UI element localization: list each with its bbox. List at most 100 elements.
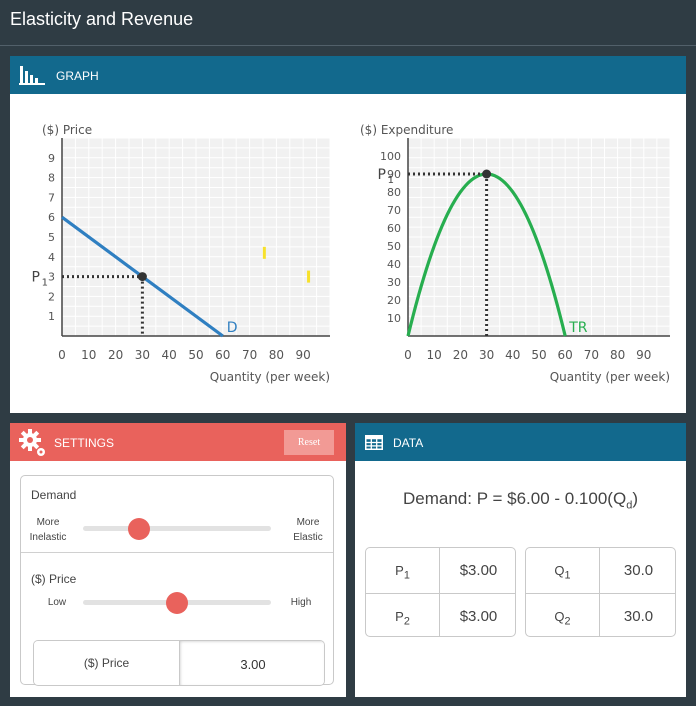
app-header: Elasticity and Revenue: [0, 0, 696, 46]
x-tick-label: 50: [188, 348, 203, 362]
series-label-d: D: [227, 320, 238, 336]
y-tick-label: 8: [48, 172, 55, 185]
p1-label: P1: [366, 548, 440, 593]
y-tick-label: 4: [48, 251, 55, 264]
price-label: ($) Price: [31, 572, 77, 586]
x-tick-label: 40: [505, 348, 520, 362]
settings-panel-title: SETTINGS: [54, 436, 115, 450]
x-tick-label: 10: [427, 348, 442, 362]
settings-controls: Demand More Inelastic More Elastic ($) P…: [20, 475, 334, 686]
y-tick-label: 30: [387, 276, 401, 289]
price-input-label: ($) Price: [34, 641, 179, 685]
y-tick-label: 60: [387, 222, 401, 235]
x-tick-label: 30: [479, 348, 494, 362]
y-tick-label: 90: [387, 168, 401, 181]
x-tick-label: 60: [558, 348, 573, 362]
p1-value: $3.00: [459, 562, 498, 579]
price-table: P1 $3.00 P2 $3.00: [365, 547, 516, 637]
gear-icon: [19, 429, 45, 456]
equation-suffix: ): [632, 489, 638, 508]
x-tick-label: 40: [162, 348, 177, 362]
demand-low-line1: More: [36, 517, 60, 528]
bar-chart-icon: [19, 66, 45, 85]
y-tick-label: 20: [387, 294, 401, 307]
table-icon: [365, 435, 383, 450]
equation-sub: d: [626, 499, 633, 512]
y-tick-label: 9: [48, 152, 55, 165]
point-price-label-sub: 1: [42, 278, 48, 289]
point-price-label: P: [32, 270, 40, 286]
revenue-chart: ($) Expenditure 0 10 20 30 40 50 60 70 80 90 10 20 3…: [360, 123, 671, 384]
x-tick-label: 20: [453, 348, 468, 362]
point-price-label-sub: 1: [388, 175, 394, 186]
quantity-table: Q1 30.0 Q2 30.0: [525, 547, 676, 637]
x-tick-label: 80: [610, 348, 625, 362]
x-tick-label: 20: [108, 348, 123, 362]
demand-slider-track[interactable]: [83, 526, 271, 531]
x-tick-label: 70: [584, 348, 599, 362]
y-tick-label: 50: [387, 240, 401, 253]
chart2-xlabel: Quantity (per week): [550, 370, 670, 384]
x-tick-label: 60: [215, 348, 230, 362]
graph-panel-header: GRAPH: [10, 56, 686, 94]
data-panel-header: DATA: [355, 423, 686, 461]
point-price-label: P: [378, 167, 386, 183]
q2-value: 30.0: [600, 593, 675, 636]
equation-prefix: Demand: P = $6.00 - 0.100(Q: [403, 489, 627, 508]
data-panel-title: DATA: [393, 436, 424, 450]
price-high-label: High: [290, 597, 312, 608]
price-input-group: ($) Price: [33, 640, 325, 686]
y-tick-label: 80: [387, 186, 401, 199]
price-low-label: Low: [47, 597, 67, 608]
demand-label: Demand: [31, 488, 77, 502]
demand-high-line1: More: [296, 517, 320, 528]
x-tick-label: 10: [81, 348, 96, 362]
chart2-ylabel: ($) Expenditure: [360, 123, 453, 137]
point-marker: [482, 169, 492, 179]
x-tick-label: 30: [135, 348, 150, 362]
chart1-xlabel: Quantity (per week): [210, 370, 330, 384]
yellow-marker: [262, 246, 266, 259]
data-panel: DATA Demand: P = $6.00 - 0.100(Qd) P1 $3…: [355, 423, 686, 697]
series-label-tr: TR: [568, 320, 588, 336]
y-tick-label: 3: [48, 271, 55, 284]
demand-equation: Demand: P = $6.00 - 0.100(Qd): [355, 489, 686, 511]
y-tick-label: 5: [48, 231, 55, 244]
x-tick-label: 80: [269, 348, 284, 362]
settings-divider: [21, 552, 333, 553]
app-title: Elasticity and Revenue: [10, 9, 194, 29]
x-tick-label: 70: [242, 348, 257, 362]
x-tick-label: 90: [296, 348, 311, 362]
demand-low-label: More Inelastic: [23, 515, 73, 545]
x-tick-label: 0: [58, 348, 66, 362]
reset-button[interactable]: Reset: [284, 430, 334, 455]
x-tick-label: 0: [404, 348, 412, 362]
price-input[interactable]: [179, 641, 324, 685]
settings-panel-header: SETTINGS Reset: [10, 423, 346, 461]
y-tick-label: 6: [48, 211, 55, 224]
demand-slider-handle[interactable]: [128, 518, 151, 540]
demand-high-line2: Elastic: [293, 532, 323, 543]
demand-low-line2: Inelastic: [29, 532, 67, 543]
point-marker: [137, 272, 147, 282]
x-tick-label: 90: [636, 348, 651, 362]
graph-panel: GRAPH ($) Price 0 10 20 30 40 50 60 70 80 90 1 2 3 4 5…: [10, 56, 686, 413]
chart1-ylabel: ($) Price: [42, 123, 92, 137]
y-tick-label: 7: [48, 191, 55, 204]
demand-high-label: More Elastic: [283, 515, 333, 545]
y-tick-label: 1: [48, 310, 55, 323]
y-tick-label: 2: [48, 290, 55, 303]
price-slider-handle[interactable]: [166, 592, 188, 614]
x-tick-label: 50: [531, 348, 546, 362]
q1-value: 30.0: [623, 562, 654, 579]
settings-panel: SETTINGS Reset Demand More Inelastic Mor…: [10, 423, 346, 697]
yellow-marker: [307, 270, 311, 283]
p2-value: $3.00: [440, 593, 515, 636]
y-tick-label: 40: [387, 258, 401, 271]
p2-label: P2: [366, 593, 440, 636]
y-tick-label: 70: [387, 204, 401, 217]
y-tick-label: 10: [387, 312, 401, 325]
q2-label: Q2: [526, 593, 600, 636]
graph-panel-title: GRAPH: [56, 69, 99, 83]
